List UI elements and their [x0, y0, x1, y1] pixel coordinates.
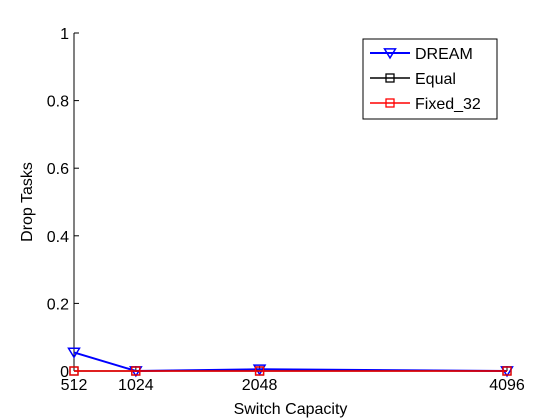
y-tick-label: 0.8 — [47, 94, 69, 111]
legend-label: DREAM — [415, 46, 473, 63]
y-tick-label: 0 — [60, 364, 69, 381]
data-point — [252, 364, 267, 376]
legend: DREAM Equal Fixed_32 — [362, 38, 498, 120]
data-point — [131, 366, 141, 376]
series-layer — [67, 347, 514, 378]
x-axis: 512 1024 2048 4096 — [61, 366, 525, 394]
x-axis-label: Switch Capacity — [234, 401, 348, 418]
x-tick-label: 2048 — [242, 377, 278, 394]
x-tick-label: 512 — [61, 377, 88, 394]
series-dream — [67, 347, 514, 378]
y-axis-label: Drop Tasks — [19, 162, 36, 242]
legend-swatch-marker — [383, 48, 397, 60]
legend-swatch-marker — [385, 73, 395, 83]
y-axis: 0 0.2 0.4 0.6 0.8 1 — [47, 26, 79, 381]
series-line — [73, 351, 508, 373]
data-point — [502, 366, 512, 376]
legend-label: Fixed_32 — [415, 96, 481, 113]
series-fixed-32 — [69, 366, 512, 376]
y-tick-label: 0.4 — [47, 229, 69, 246]
y-tick-label: 0.2 — [47, 296, 69, 313]
x-tick-label: 1024 — [118, 377, 154, 394]
legend-label: Equal — [415, 71, 456, 88]
y-tick-label: 1 — [60, 26, 69, 43]
x-tick-label: 4096 — [489, 377, 525, 394]
y-tick-label: 0.6 — [47, 161, 69, 178]
data-point — [69, 366, 79, 376]
data-point — [254, 366, 265, 376]
legend-swatch-marker — [385, 98, 395, 108]
data-point — [67, 347, 81, 359]
